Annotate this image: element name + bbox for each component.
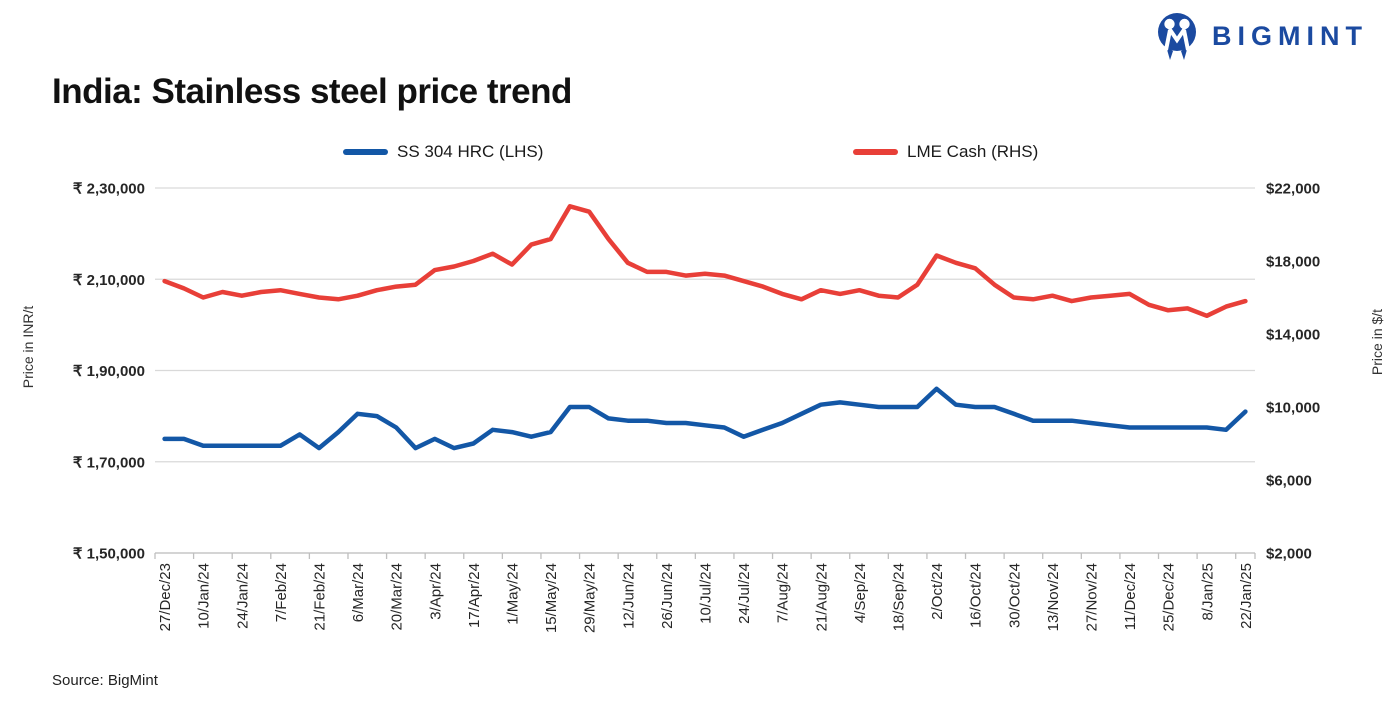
x-axis-tick-label: 7/Aug/24: [775, 563, 792, 623]
x-axis-tick-label: 10/Jan/24: [196, 563, 213, 629]
x-axis-tick-label: 29/May/24: [582, 563, 599, 633]
y-axis-tick-label-right: $14,000: [1266, 327, 1320, 344]
y-axis-tick-label-right: $18,000: [1266, 254, 1320, 271]
y-axis-tick-label-left: ₹ 1,50,000: [73, 546, 145, 563]
x-axis-tick-label: 24/Jan/24: [234, 563, 251, 629]
x-axis-tick-label: 11/Dec/24: [1122, 563, 1139, 630]
page-title: India: Stainless steel price trend: [52, 72, 572, 111]
series-line-lme: [162, 204, 1248, 319]
x-axis-tick-label: 16/Oct/24: [968, 563, 985, 628]
y-axis-tick-label-left: ₹ 1,70,000: [73, 454, 145, 471]
x-axis-tick-label: 12/Jun/24: [620, 563, 637, 629]
x-axis-tick-label: 8/Jan/25: [1199, 563, 1216, 621]
x-axis-tick-label: 18/Sep/24: [890, 563, 907, 631]
source-note: Source: BigMint: [52, 672, 158, 689]
legend-line-swatch-blue: [343, 149, 388, 155]
legend-line-swatch-red: [853, 149, 898, 155]
x-axis-tick-label: 15/May/24: [543, 563, 560, 633]
y-axis-tick-label-left: ₹ 2,10,000: [73, 272, 145, 289]
x-axis-tick-label: 3/Apr/24: [427, 563, 444, 620]
bigmint-logo-icon: [1158, 13, 1196, 60]
y-axis-tick-label-right: $22,000: [1266, 181, 1320, 198]
x-axis-tick-label: 21/Aug/24: [813, 563, 830, 631]
y-axis-tick-label-right: $10,000: [1266, 400, 1320, 417]
legend-item-lme: LME Cash (RHS): [853, 141, 1038, 163]
y-axis-tick-label-left: ₹ 2,30,000: [73, 181, 145, 198]
x-axis-tick-label: 27/Dec/23: [157, 563, 174, 631]
x-axis-tick-label: 27/Nov/24: [1083, 563, 1100, 631]
y-axis-tick-label-left: ₹ 1,90,000: [73, 363, 145, 380]
legend-item-ss304: SS 304 HRC (LHS): [343, 141, 543, 163]
x-axis-tick-label: 4/Sep/24: [852, 563, 869, 623]
legend-label-lme: LME Cash (RHS): [907, 142, 1039, 161]
bigmint-logo-text: BIGMINT: [1212, 20, 1368, 51]
x-axis-tick-label: 22/Jan/25: [1238, 563, 1255, 629]
x-axis-tick-label: 24/Jul/24: [736, 563, 753, 624]
legend-label-ss304: SS 304 HRC (LHS): [397, 142, 544, 161]
x-axis-tick-label: 7/Feb/24: [273, 563, 290, 622]
bigmint-logo: BIGMINT: [1152, 10, 1368, 62]
x-axis-tick-label: 1/May/24: [505, 563, 522, 625]
x-axis-tick-label: 20/Mar/24: [389, 563, 406, 631]
y-axis-tick-label-right: $6,000: [1266, 473, 1312, 490]
right-axis-title: Price in $/t: [1369, 309, 1385, 375]
chart-legend: SS 304 HRC (LHS) LME Cash (RHS): [0, 141, 1400, 163]
x-axis-tick-label: 6/Mar/24: [350, 563, 367, 622]
left-axis-title: Price in INR/t: [20, 306, 36, 389]
series-line-ss304: [162, 386, 1248, 451]
x-axis-tick-label: 2/Oct/24: [929, 563, 946, 620]
x-axis-tick-label: 26/Jun/24: [659, 563, 676, 629]
x-axis-tick-label: 30/Oct/24: [1006, 563, 1023, 628]
y-axis-tick-label-right: $2,000: [1266, 546, 1312, 563]
x-axis-tick-label: 25/Dec/24: [1161, 563, 1178, 631]
x-axis-tick-label: 21/Feb/24: [312, 563, 329, 631]
x-axis-tick-label: 13/Nov/24: [1045, 563, 1062, 631]
x-axis-tick-label: 17/Apr/24: [466, 563, 483, 628]
x-axis-tick-label: 10/Jul/24: [698, 563, 715, 624]
